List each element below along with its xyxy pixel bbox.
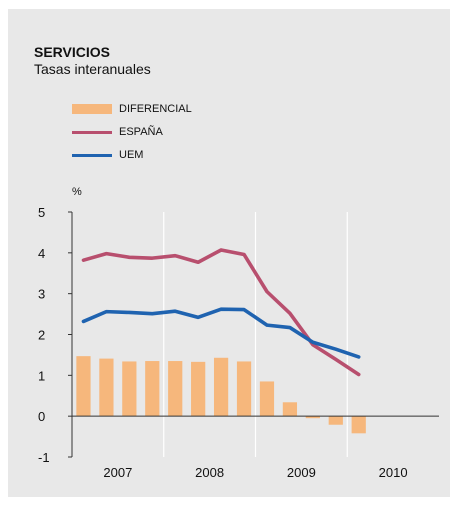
bar-diferencial <box>145 361 160 417</box>
y-unit-label: % <box>72 186 82 198</box>
bar-diferencial <box>122 361 137 417</box>
y-tick-label: 5 <box>38 205 45 220</box>
bar-diferencial <box>305 416 320 419</box>
bar-diferencial <box>76 356 91 417</box>
y-tick-label: 4 <box>38 246 45 261</box>
y-tick-label: 0 <box>38 409 45 424</box>
x-year-label: 2007 <box>103 465 132 480</box>
x-year-label: 2009 <box>287 465 316 480</box>
line-uem <box>81 307 361 359</box>
chart-subtitle: Tasas interanuales <box>34 61 151 77</box>
bar-diferencial <box>282 402 298 417</box>
bar-diferencial <box>328 416 343 425</box>
bar-diferencial <box>351 416 366 434</box>
legend-item-espana: ESPAÑA <box>72 125 292 139</box>
y-tick-label: -1 <box>38 450 50 465</box>
bar-diferencial <box>213 357 229 417</box>
legend-label-espana: ESPAÑA <box>119 126 163 138</box>
y-tick-label: 1 <box>38 368 45 383</box>
bar-diferencial <box>259 381 275 417</box>
bar-diferencial <box>236 361 252 417</box>
bar-diferencial <box>191 361 206 417</box>
bar-diferencial <box>168 361 183 417</box>
bar-diferencial <box>99 358 114 417</box>
legend-swatch-espana <box>72 131 112 134</box>
legend-item-uem: UEM <box>72 148 292 162</box>
chart-title: SERVICIOS <box>34 44 110 60</box>
x-year-label: 2010 <box>379 465 408 480</box>
legend-swatch-uem <box>72 154 112 157</box>
legend-swatch-diferencial <box>72 104 112 114</box>
legend-label-diferencial: DIFERENCIAL <box>119 103 192 115</box>
x-year-label: 2008 <box>195 465 224 480</box>
y-tick-label: 3 <box>38 287 45 302</box>
legend-item-diferencial: DIFERENCIAL <box>72 102 292 116</box>
y-tick-label: 2 <box>38 328 45 343</box>
line-espana <box>81 248 361 377</box>
legend-label-uem: UEM <box>119 149 144 161</box>
